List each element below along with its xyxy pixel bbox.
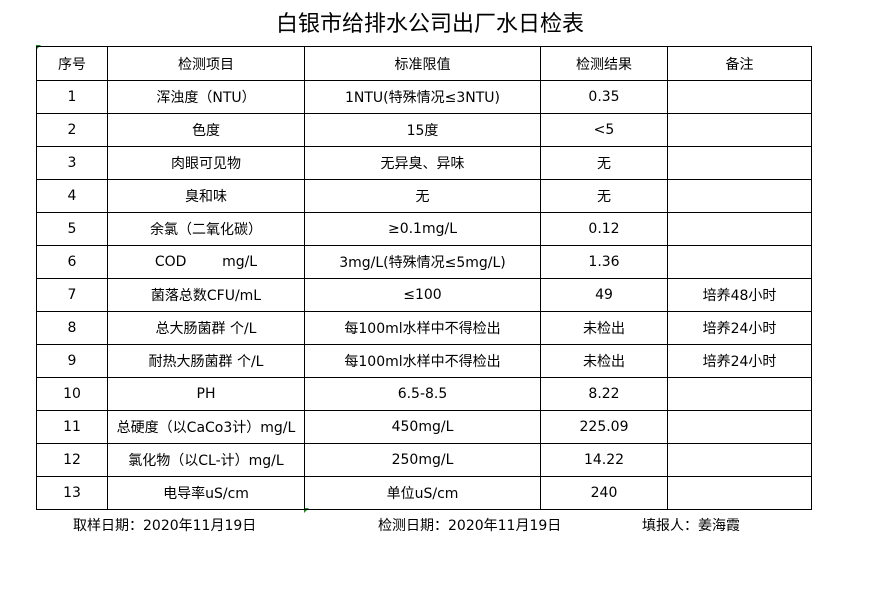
page-title: 白银市给排水公司出厂水日检表 (275, 12, 584, 37)
cell-item: COD mg/L (107, 245, 305, 279)
cell-item: 耐热大肠菌群 个/L (107, 344, 305, 378)
cell-remark (667, 212, 812, 246)
header-row: 序号 检测项目 标准限值 检测结果 备注 (36, 46, 812, 81)
cell-result: 无 (540, 179, 668, 213)
cell-index: 2 (36, 113, 108, 147)
cell-result: 8.22 (540, 377, 668, 411)
cell-item: PH (107, 377, 305, 411)
cell-limit: 6.5-8.5 (304, 377, 541, 411)
table-row: 10 PH 6.5-8.5 8.22 (36, 377, 812, 411)
cell-index: 8 (36, 311, 108, 345)
cell-remark (667, 179, 812, 213)
table-row: 7 菌落总数CFU/mL ≤100 49 培养48小时 (36, 278, 812, 312)
cell-remark: 培养24小时 (667, 344, 812, 378)
table-row: 13 电导率uS/cm 单位uS/cm 240 (36, 476, 812, 510)
cell-index: 9 (36, 344, 108, 378)
cell-index: 12 (36, 443, 108, 477)
table-row: 11 总硬度（以CaCo3计）mg/L 450mg/L 225.09 (36, 410, 812, 444)
cell-remark (667, 377, 812, 411)
cell-limit: 1NTU(特殊情况≤3NTU) (304, 80, 541, 114)
cell-result: 未检出 (540, 344, 668, 378)
cell-index: 3 (36, 146, 108, 180)
cell-result: 225.09 (540, 410, 668, 444)
sample-date: 取样日期：2020年11月19日 (73, 518, 257, 534)
cell-result: 1.36 (540, 245, 668, 279)
cell-remark (667, 410, 812, 444)
cell-limit: 250mg/L (304, 443, 541, 477)
cell-result: 0.35 (540, 80, 668, 114)
cell-item: 余氯（二氧化碳） (107, 212, 305, 246)
cell-index: 7 (36, 278, 108, 312)
cell-result: 14.22 (540, 443, 668, 477)
inspection-table: 序号 检测项目 标准限值 检测结果 备注 1 浑浊度（NTU） 1NTU(特殊情况≤3NTU)… (36, 46, 812, 510)
cell-limit: 450mg/L (304, 410, 541, 444)
test-date: 检测日期：2020年11月19日 (378, 518, 562, 534)
header-remark: 备注 (667, 46, 812, 81)
table-row: 3 肉眼可见物 无异臭、异味无 (36, 146, 812, 180)
table-row: 5 余氯（二氧化碳） ≥0.1mg/L 0.12 (36, 212, 812, 246)
cell-marker (304, 508, 309, 513)
reporter: 填报人：姜海霞 (642, 518, 740, 534)
cell-limit: 单位uS/cm (304, 476, 541, 510)
cell-remark: 培养24小时 (667, 311, 812, 345)
cell-item: 臭和味 (107, 179, 305, 213)
cell-index: 1 (36, 80, 108, 114)
cell-remark (667, 476, 812, 510)
cell-item: 总硬度（以CaCo3计）mg/L (107, 410, 305, 444)
cell-limit: 3mg/L(特殊情况≤5mg/L) (304, 245, 541, 279)
cell-item: 菌落总数CFU/mL (107, 278, 305, 312)
cell-remark: 培养48小时 (667, 278, 812, 312)
cell-limit: 每100ml水样中不得检出 (304, 344, 541, 378)
cell-index: 10 (36, 377, 108, 411)
cell-result: 240 (540, 476, 668, 510)
cell-index: 11 (36, 410, 108, 444)
cell-remark (667, 443, 812, 477)
table-row: 8 总大肠菌群 个/L 每100ml水样中不得检出 未检出 培养24小时 (36, 311, 812, 345)
cell-index: 4 (36, 179, 108, 213)
cell-remark (667, 245, 812, 279)
header-result: 检测结果 (540, 46, 668, 81)
cell-item: 肉眼可见物 (107, 146, 305, 180)
cell-item: 总大肠菌群 个/L (107, 311, 305, 345)
cell-item: 浑浊度（NTU） (107, 80, 305, 114)
cell-remark (667, 113, 812, 147)
cell-remark (667, 80, 812, 114)
table-row: 1 浑浊度（NTU） 1NTU(特殊情况≤3NTU) 0.35 (36, 80, 812, 114)
cell-limit: ≥0.1mg/L (304, 212, 541, 246)
table-row: 12 氯化物（以CL-计）mg/L 250mg/L 14.22 (36, 443, 812, 477)
header-limit: 标准限值 (304, 46, 541, 81)
cell-result: 49 (540, 278, 668, 312)
cell-item: 电导率uS/cm (107, 476, 305, 510)
cell-limit: 无 (304, 179, 541, 213)
cell-result: 0.12 (540, 212, 668, 246)
cell-result: 未检出 (540, 311, 668, 345)
cell-limit: 每100ml水样中不得检出 (304, 311, 541, 345)
cell-limit: 无异臭、异味 (304, 146, 541, 180)
header-index: 序号 (36, 46, 108, 81)
cell-result: 无 (540, 146, 668, 180)
cell-remark (667, 146, 812, 180)
table-row: 9 耐热大肠菌群 个/L 每100ml水样中不得检出 未检出 培养24小时 (36, 344, 812, 378)
cell-limit: ≤100 (304, 278, 541, 312)
header-item: 检测项目 (107, 46, 305, 81)
cell-index: 5 (36, 212, 108, 246)
cell-result: <5 (540, 113, 668, 147)
table-row: 2 色度 15度 <5 (36, 113, 812, 147)
cell-index: 13 (36, 476, 108, 510)
cell-limit: 15度 (304, 113, 541, 147)
cell-index: 6 (36, 245, 108, 279)
table-row: 6 COD mg/L 3mg/L(特殊情况≤5mg/L) 1.36 (36, 245, 812, 279)
cell-item: 氯化物（以CL-计）mg/L (107, 443, 305, 477)
cell-item: 色度 (107, 113, 305, 147)
table-row: 4 臭和味无无 (36, 179, 812, 213)
